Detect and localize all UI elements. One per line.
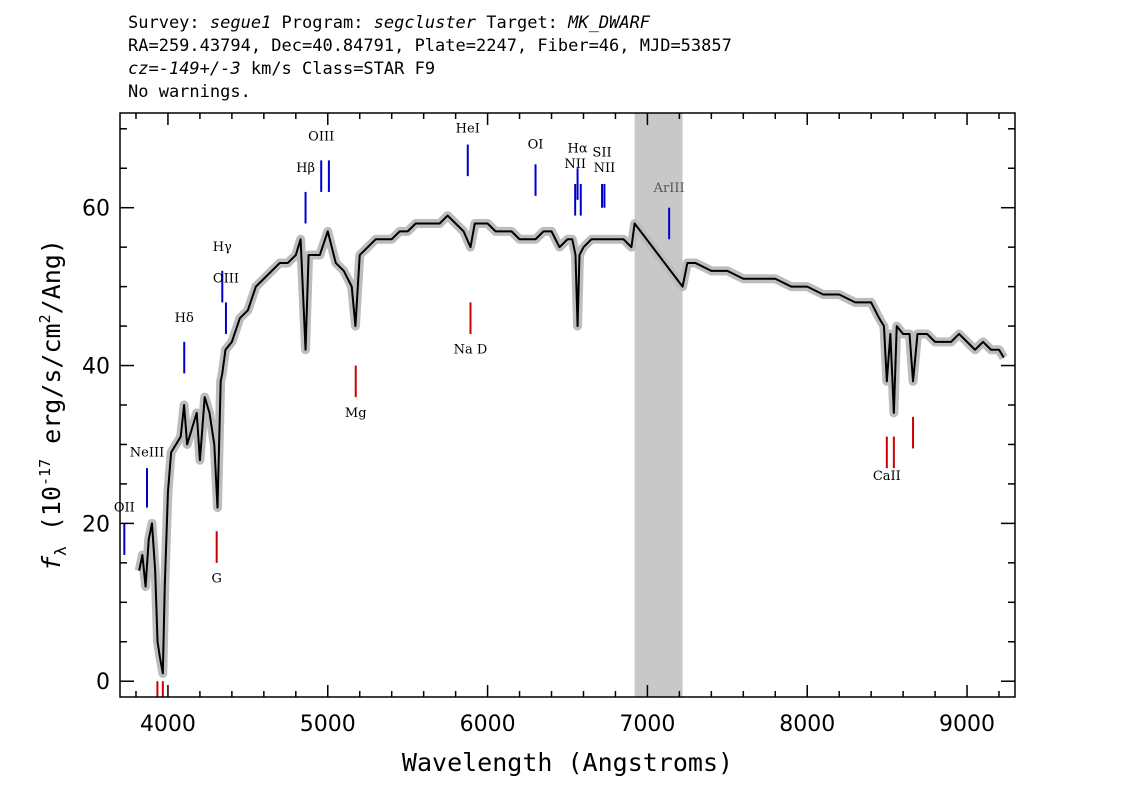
header-line-coordinates: RA=259.43794, Dec=40.84791, Plate=2247, … bbox=[128, 36, 732, 56]
emission-line-label: Hα bbox=[568, 141, 588, 156]
x-tick-label: 7000 bbox=[619, 712, 675, 737]
cz-value: -149+/-3 bbox=[158, 59, 241, 79]
absorption-line-label: Mg bbox=[345, 406, 367, 421]
y-tick-label: 40 bbox=[82, 355, 110, 380]
emission-line-label: SII bbox=[592, 145, 611, 160]
program-name: segcluster bbox=[373, 13, 477, 33]
emission-line-label: OI bbox=[528, 138, 544, 153]
y-axis-label: fλ (10-17 erg/s/cm2/Ang) bbox=[36, 239, 70, 571]
emission-line-label: NeIII bbox=[130, 445, 164, 460]
y-tick-label: 20 bbox=[82, 512, 110, 537]
y-tick-label: 60 bbox=[82, 197, 110, 222]
masked-region bbox=[634, 113, 683, 697]
survey-name: segue1 bbox=[209, 13, 272, 33]
x-axis-label: Wavelength (Angstroms) bbox=[402, 748, 733, 777]
flux-line bbox=[138, 214, 1005, 675]
emission-line-label: ArIII bbox=[653, 181, 685, 196]
emission-line-label: OIII bbox=[213, 272, 239, 287]
emission-line-label: NII bbox=[594, 161, 616, 176]
emission-line-label: OIII bbox=[308, 130, 334, 145]
header-line-warnings: No warnings. bbox=[128, 82, 251, 102]
flux-error-band bbox=[134, 211, 1008, 678]
emission-line-label: Hγ bbox=[213, 240, 232, 255]
x-tick-label: 9000 bbox=[939, 712, 995, 737]
target-name: MK_DWARF bbox=[568, 13, 651, 33]
absorption-line-label: G bbox=[211, 572, 221, 587]
plot-frame bbox=[119, 112, 1016, 698]
header-line-survey: Survey: segue1 Program: segcluster Targe… bbox=[128, 13, 651, 33]
emission-line-label: Hβ bbox=[296, 161, 315, 176]
x-tick-label: 6000 bbox=[460, 712, 516, 737]
emission-line-label: NII bbox=[564, 157, 586, 172]
spectrum-header: Survey: segue1 Program: segcluster Targe… bbox=[128, 12, 732, 104]
absorption-line-label: CaII bbox=[873, 469, 901, 484]
absorption-line-label: Na D bbox=[454, 343, 488, 358]
x-tick-label: 8000 bbox=[779, 712, 835, 737]
emission-line-label: Hδ bbox=[175, 311, 194, 326]
emission-line-label: HeI bbox=[456, 122, 480, 137]
emission-line-label: OII bbox=[114, 501, 135, 516]
x-tick-label: 5000 bbox=[300, 712, 356, 737]
x-tick-label: 4000 bbox=[140, 712, 196, 737]
header-line-redshift: cz=-149+/-3 km/s Class=STAR F9 bbox=[128, 59, 436, 79]
y-tick-label: 0 bbox=[96, 670, 110, 695]
